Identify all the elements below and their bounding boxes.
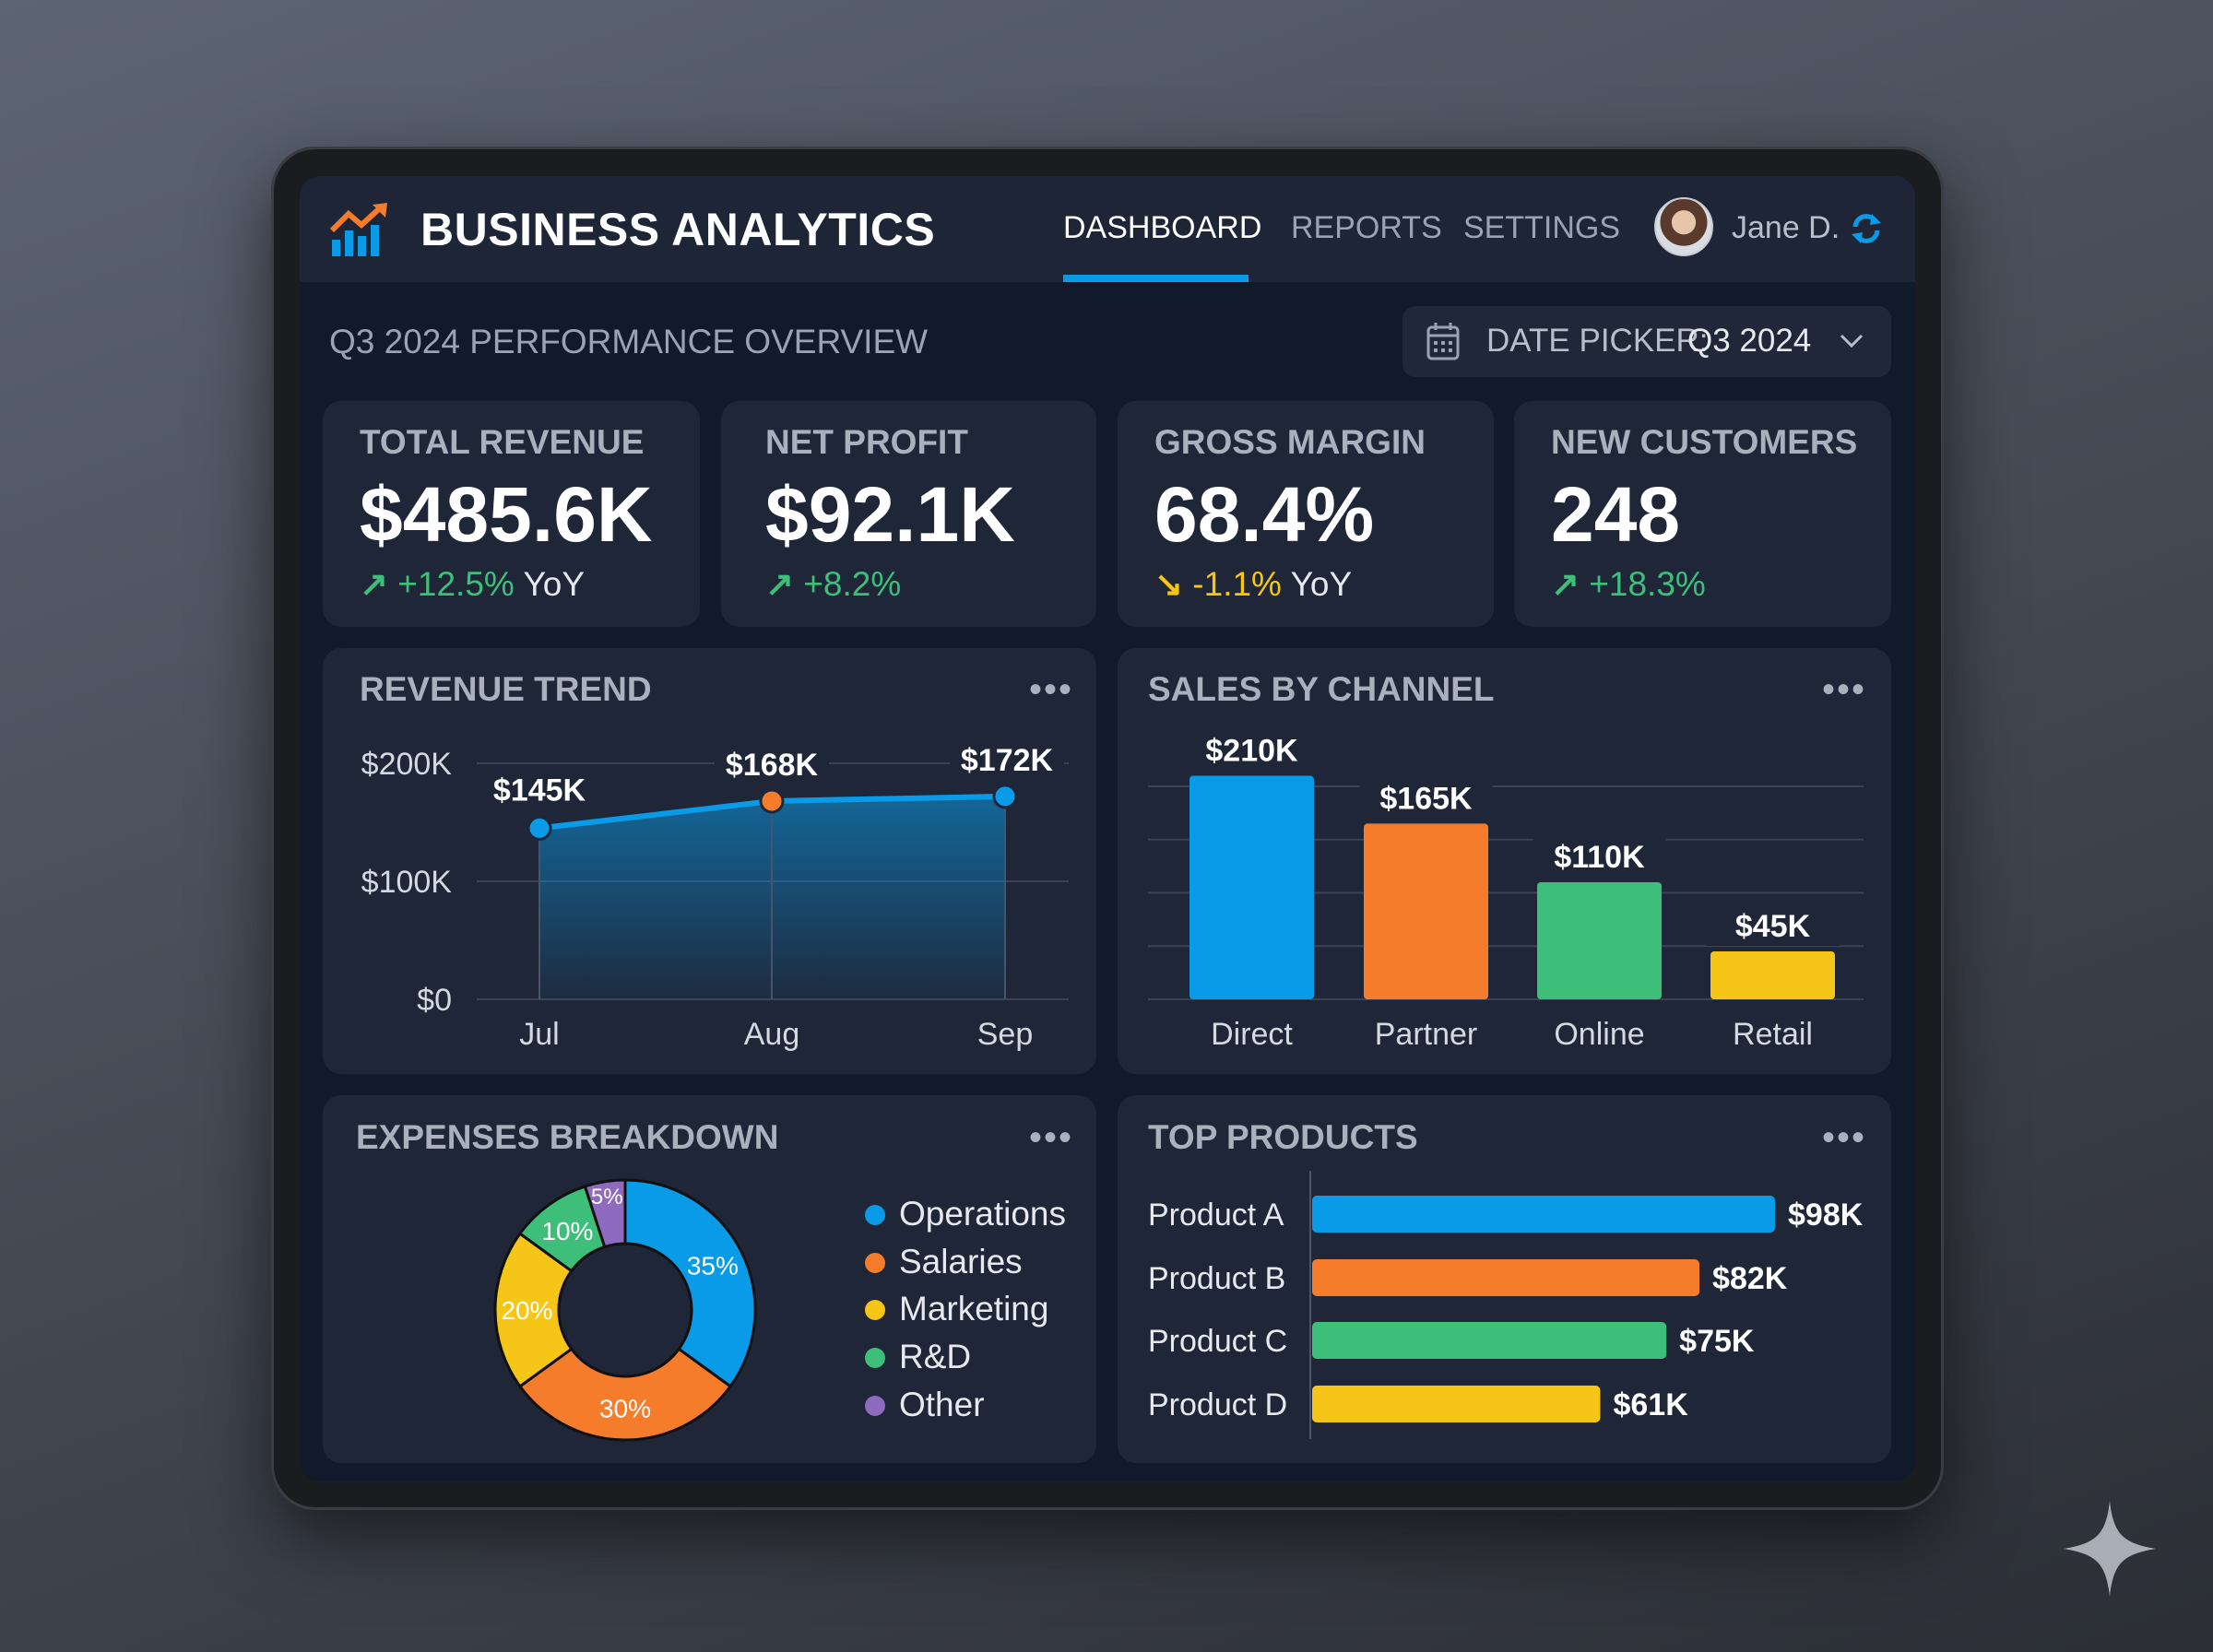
more-options-button[interactable]: ••• xyxy=(1029,669,1074,710)
avatar[interactable] xyxy=(1654,197,1713,256)
more-options-button[interactable]: ••• xyxy=(1029,1117,1074,1158)
kpi-change: -1.1% xyxy=(1192,565,1282,603)
legend-label: Operations xyxy=(899,1195,1066,1233)
kpi-value: $92.1K xyxy=(765,471,1015,558)
kpi-label: TOTAL REVENUE xyxy=(360,423,645,461)
more-options-button[interactable]: ••• xyxy=(1822,669,1867,710)
active-tab-indicator xyxy=(1063,275,1249,282)
refresh-icon[interactable] xyxy=(1848,210,1885,247)
kpi-value: 248 xyxy=(1551,471,1681,558)
kpi-change: +12.5% xyxy=(397,565,515,603)
kpi-card xyxy=(1514,401,1891,627)
legend-swatch xyxy=(865,1253,885,1273)
kpi-label: NET PROFIT xyxy=(765,423,968,461)
top-products-title: TOP PRODUCTS xyxy=(1148,1118,1418,1156)
tab-settings[interactable]: SETTINGS xyxy=(1463,210,1621,245)
kpi-change-suffix: YoY xyxy=(523,565,585,603)
legend-label: Salaries xyxy=(899,1243,1023,1280)
date-picker-value: Q3 2024 xyxy=(1687,323,1812,359)
calendar-icon xyxy=(1426,323,1460,360)
header xyxy=(300,176,1915,282)
kpi-change: +8.2% xyxy=(803,565,902,603)
trend-up-icon: ↗ xyxy=(1551,565,1580,603)
kpi-card xyxy=(323,401,700,627)
legend-swatch xyxy=(865,1300,885,1320)
kpi-card xyxy=(721,401,1096,627)
trend-up-icon: ↗ xyxy=(765,565,795,603)
chevron-down-icon xyxy=(1840,334,1864,348)
expenses-breakdown-title: EXPENSES BREAKDOWN xyxy=(356,1118,779,1156)
legend-label: Other xyxy=(899,1386,985,1423)
date-picker-label: DATE PICKER: xyxy=(1486,323,1709,359)
trend-up-icon: ↗ xyxy=(360,565,389,603)
user-name[interactable]: Jane D. xyxy=(1732,210,1840,245)
kpi-label: NEW CUSTOMERS xyxy=(1551,423,1858,461)
legend-swatch xyxy=(865,1205,885,1225)
sales-by-channel-card xyxy=(1118,648,1891,1074)
trend-down-icon: ↘ xyxy=(1154,565,1184,603)
revenue-trend-title: REVENUE TREND xyxy=(360,670,652,708)
date-picker[interactable] xyxy=(1402,306,1891,377)
legend-swatch xyxy=(865,1348,885,1368)
legend-label: R&D xyxy=(899,1338,972,1375)
revenue-trend-card xyxy=(323,648,1096,1074)
kpi-value: $485.6K xyxy=(360,471,653,558)
tab-reports[interactable]: REPORTS xyxy=(1291,210,1442,245)
more-options-button[interactable]: ••• xyxy=(1822,1117,1867,1158)
sparkle-icon xyxy=(2064,1501,2156,1597)
sales-by-channel-title: SALES BY CHANNEL xyxy=(1148,670,1495,708)
app-title: BUSINESS ANALYTICS xyxy=(420,204,936,255)
overview-title: Q3 2024 PERFORMANCE OVERVIEW xyxy=(329,323,929,360)
chart-growth-icon xyxy=(330,203,387,256)
kpi-value: 68.4% xyxy=(1154,471,1375,558)
kpi-label: GROSS MARGIN xyxy=(1154,423,1426,461)
legend-label: Marketing xyxy=(899,1290,1049,1328)
legend-swatch xyxy=(865,1396,885,1416)
tab-dashboard[interactable]: DASHBOARD xyxy=(1063,210,1262,245)
kpi-change-suffix: YoY xyxy=(1290,565,1353,603)
kpi-card xyxy=(1118,401,1494,627)
kpi-change: +18.3% xyxy=(1589,565,1706,603)
